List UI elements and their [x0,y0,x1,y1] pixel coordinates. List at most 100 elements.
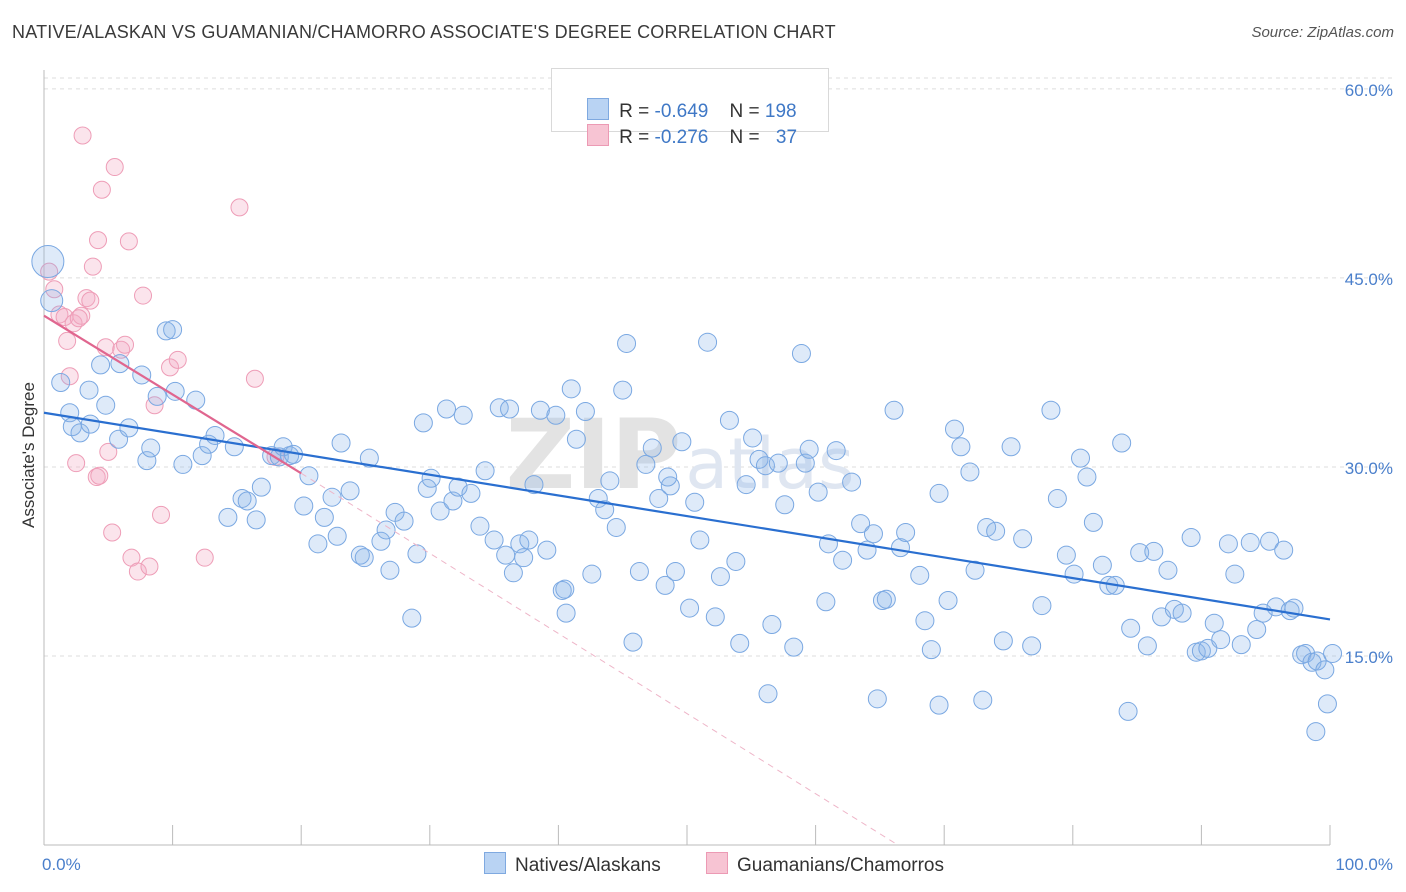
data-point-natives [1001,437,1021,457]
data-point-natives [658,467,678,487]
data-point-natives [993,631,1013,651]
data-point-natives [237,491,257,511]
series-guamanians-points [40,126,285,581]
data-point-natives [1032,596,1052,616]
data-point-natives [595,500,615,520]
data-point-guamanians [105,158,124,177]
data-point-natives [951,437,971,457]
data-point-guamanians [119,232,138,251]
data-point-natives [719,410,739,430]
data-point-natives [808,482,828,502]
data-point-natives [1092,555,1112,575]
data-point-natives [799,439,819,459]
data-point-natives [1158,560,1178,580]
data-point-natives [354,548,374,568]
data-point-natives [685,492,705,512]
data-point-natives [453,405,473,425]
data-point-natives [758,684,778,704]
y-tick-label: 15.0% [1345,648,1393,667]
data-point-natives [929,483,949,503]
data-point-natives [308,534,328,554]
trend-line-guamanians [43,314,302,475]
data-point-guamanians [50,305,69,324]
data-point-natives [322,487,342,507]
data-point-natives [1041,400,1061,420]
data-point-natives [730,633,750,653]
data-point-natives [613,380,633,400]
legend-r-label: R = [619,127,655,148]
data-point-guamanians [67,454,86,473]
data-point-natives [736,475,756,495]
data-point-guamanians [89,231,108,250]
data-point-guamanians [81,291,100,310]
data-point-guamanians [245,369,264,388]
watermark: ZIPatlas [506,399,855,511]
data-point-natives [929,695,949,715]
data-point-natives [884,400,904,420]
x-tick-label-max: 100.0% [1335,855,1393,874]
data-point-natives [1013,529,1033,549]
data-point-natives [556,603,576,623]
trend-lines [43,314,1331,846]
data-point-natives [1130,543,1150,563]
data-point-natives [867,689,887,709]
data-point-natives [1306,722,1326,742]
data-point-guamanians [58,331,77,350]
data-point-guamanians [230,198,249,217]
data-point-natives [680,598,700,618]
data-point-natives [1137,636,1157,656]
legend-r-value: -0.649 [654,101,709,122]
source-label: Source: ZipAtlas.com [1251,24,1394,41]
data-point-natives [421,468,441,488]
data-point-natives [1225,564,1245,584]
data-point-guamanians [195,548,214,567]
data-point-guamanians [140,557,159,576]
data-point-natives [606,517,626,537]
data-point-natives [1323,643,1343,663]
data-point-guamanians [103,523,122,542]
data-point-natives [484,530,504,550]
data-point-natives [636,454,656,474]
data-point-natives [461,483,481,503]
data-point-natives [1112,433,1132,453]
data-point-guamanians [40,262,59,281]
data-point-natives [791,344,811,364]
data-point-natives [156,321,176,341]
data-point-natives [1247,620,1267,640]
data-point-guamanians [168,350,187,369]
y-tick-label: 30.0% [1345,459,1393,478]
data-point-natives [1071,448,1091,468]
legend-row-natives: R = -0.649 N = 198 [566,76,797,122]
bottom-legend-swatch-pink [706,852,728,874]
bottom-legend-swatch-blue [484,852,506,874]
data-point-guamanians [90,466,109,485]
chart-title: NATIVE/ALASKAN VS GUAMANIAN/CHAMORRO ASS… [12,22,836,42]
data-point-natives [555,579,575,599]
y-axis-label: Associate's Degree [19,382,38,528]
data-point-natives [743,428,763,448]
data-point-natives [1056,545,1076,565]
data-point-natives [475,461,495,481]
legend-n-value: 198 [764,101,797,122]
data-point-natives [833,550,853,570]
data-point-guamanians [128,562,147,581]
trend-line-guamanians-extension [300,472,899,846]
bottom-legend-label: Natives/Alaskans [515,855,661,876]
bottom-legend-label: Guamanians/Chamorros [737,855,944,876]
data-point-natives [575,402,595,422]
data-point-natives [437,399,457,419]
data-point-natives [192,446,212,466]
data-point-natives [973,690,993,710]
data-point-natives [944,419,964,439]
data-point-natives [173,454,193,474]
data-point-natives [1022,636,1042,656]
data-point-guamanians [116,335,135,354]
data-point-natives [402,608,422,628]
data-point-natives [1274,540,1294,560]
data-point-natives [863,524,883,544]
data-point-natives [546,405,566,425]
data-point-natives [524,475,544,495]
data-point-guamanians [161,358,180,377]
data-point-natives [251,477,271,497]
